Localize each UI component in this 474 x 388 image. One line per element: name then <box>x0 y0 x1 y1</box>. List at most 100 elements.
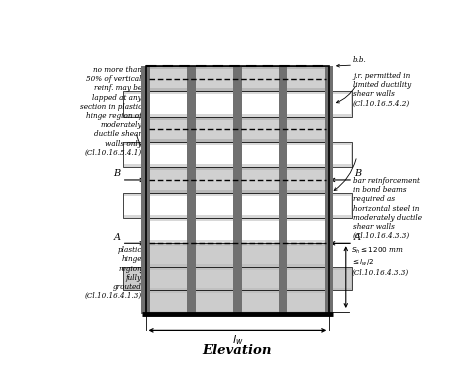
Bar <box>237 192 283 218</box>
Bar <box>287 120 326 139</box>
Text: b.b.: b.b. <box>353 57 367 64</box>
Bar <box>241 69 280 88</box>
Bar <box>146 91 191 117</box>
Bar <box>146 117 191 142</box>
Bar <box>195 196 234 215</box>
Bar <box>283 117 329 142</box>
Bar <box>141 66 150 314</box>
Bar <box>287 221 326 240</box>
Text: A: A <box>114 233 120 242</box>
Bar <box>331 94 351 114</box>
Bar <box>123 91 146 117</box>
Bar <box>283 167 329 192</box>
Bar <box>241 145 280 164</box>
Bar <box>191 167 237 192</box>
Bar <box>123 267 146 290</box>
Text: B: B <box>354 170 361 178</box>
Bar <box>195 145 234 164</box>
Bar <box>195 246 234 264</box>
Bar <box>241 293 280 311</box>
Bar <box>191 218 237 243</box>
Bar <box>331 196 351 215</box>
Bar <box>191 290 237 314</box>
Bar <box>146 218 191 243</box>
Bar <box>149 94 188 114</box>
Text: plastic
hinge
region
fully
grouted
(Cl.10.16.4.1.3): plastic hinge region fully grouted (Cl.1… <box>85 246 142 300</box>
Bar <box>283 218 329 243</box>
Bar <box>146 243 191 267</box>
Text: $S_h \leq 1200$ mm: $S_h \leq 1200$ mm <box>351 246 404 256</box>
Bar <box>287 69 326 88</box>
Text: no more than
50% of vertical
reinf. may be
lapped at any
section in plastic
hing: no more than 50% of vertical reinf. may … <box>80 66 142 157</box>
Bar <box>191 91 237 117</box>
Bar <box>329 192 352 218</box>
Bar <box>146 192 191 218</box>
Bar <box>191 117 237 142</box>
Bar <box>146 167 191 192</box>
Bar <box>283 290 329 314</box>
Bar <box>191 267 237 290</box>
Bar <box>241 221 280 240</box>
Text: Elevation: Elevation <box>203 344 272 357</box>
Bar <box>325 66 333 314</box>
Bar <box>195 293 234 311</box>
Text: B: B <box>113 170 120 178</box>
Bar <box>279 66 287 314</box>
Bar <box>237 91 283 117</box>
Bar <box>149 196 188 215</box>
Bar <box>241 94 280 114</box>
Bar <box>146 66 329 314</box>
Bar <box>237 142 283 167</box>
Bar <box>149 69 188 88</box>
Bar <box>283 267 329 290</box>
Bar <box>331 145 351 164</box>
Bar <box>146 142 191 167</box>
Bar <box>283 66 329 91</box>
Text: $l_w$: $l_w$ <box>232 333 243 346</box>
Bar <box>146 66 191 91</box>
Bar <box>237 267 283 290</box>
Bar <box>329 267 352 290</box>
Bar <box>237 218 283 243</box>
Text: bar reinforcement
in bond beams
required as
horizontal steel in
moderately ducti: bar reinforcement in bond beams required… <box>353 177 422 240</box>
Bar <box>241 170 280 190</box>
Text: A: A <box>354 233 361 242</box>
Bar <box>283 192 329 218</box>
Bar <box>195 270 234 288</box>
Bar <box>287 246 326 264</box>
Bar <box>241 196 280 215</box>
Bar <box>191 192 237 218</box>
Bar <box>287 145 326 164</box>
Bar <box>123 192 146 218</box>
Bar <box>195 120 234 139</box>
Bar <box>287 94 326 114</box>
Bar <box>124 270 144 288</box>
Bar <box>191 243 237 267</box>
Bar <box>191 142 237 167</box>
Bar <box>149 120 188 139</box>
Bar <box>195 69 234 88</box>
Bar <box>191 66 237 91</box>
Bar <box>237 167 283 192</box>
Bar <box>241 120 280 139</box>
Bar <box>149 293 188 311</box>
Bar <box>149 221 188 240</box>
Bar <box>331 270 351 288</box>
Bar <box>146 267 191 290</box>
Bar <box>329 142 352 167</box>
Bar <box>124 94 144 114</box>
Bar <box>195 170 234 190</box>
Bar <box>123 142 146 167</box>
Bar <box>124 196 144 215</box>
Bar <box>195 221 234 240</box>
Bar <box>329 91 352 117</box>
Bar <box>187 66 196 314</box>
Bar <box>195 94 234 114</box>
Bar <box>287 196 326 215</box>
Bar <box>283 91 329 117</box>
Bar <box>149 246 188 264</box>
Bar <box>241 246 280 264</box>
Text: (Cl.10.16.4.3.3): (Cl.10.16.4.3.3) <box>351 268 409 277</box>
Text: $\leq l_w/2$: $\leq l_w/2$ <box>351 258 374 268</box>
Bar <box>283 243 329 267</box>
